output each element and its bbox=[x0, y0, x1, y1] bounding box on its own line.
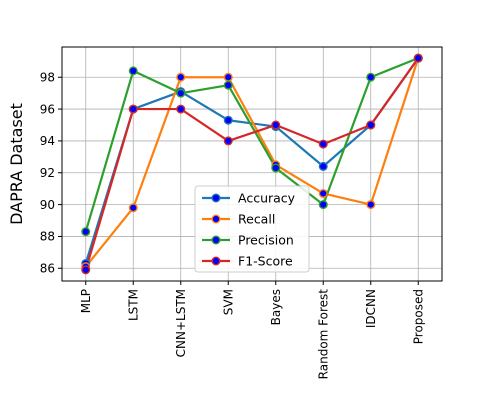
data-point bbox=[271, 163, 281, 173]
series-lines bbox=[84, 57, 420, 271]
data-point bbox=[318, 139, 328, 149]
x-tick-label: LSTM bbox=[126, 289, 140, 321]
series-markers bbox=[81, 53, 423, 275]
data-point bbox=[413, 53, 423, 63]
series-line-0 bbox=[84, 57, 420, 264]
y-tick-label: 88 bbox=[40, 230, 55, 244]
data-point bbox=[128, 203, 138, 213]
y-tick-label: 98 bbox=[40, 71, 55, 85]
data-point bbox=[81, 265, 91, 275]
y-axis: 86 88 90 92 94 96 98 bbox=[40, 71, 62, 276]
legend-label: Recall bbox=[238, 212, 275, 227]
legend-marker bbox=[211, 193, 221, 203]
plot-area-frame bbox=[61, 46, 443, 282]
legend-box bbox=[194, 185, 310, 273]
data-point bbox=[176, 72, 186, 82]
data-point bbox=[271, 120, 281, 130]
y-tick-label: 90 bbox=[40, 198, 55, 212]
data-point bbox=[366, 120, 376, 130]
series-line-3 bbox=[84, 57, 420, 271]
y-tick-label: 86 bbox=[40, 262, 55, 276]
legend-label: Accuracy bbox=[238, 191, 296, 206]
data-point bbox=[366, 72, 376, 82]
data-point bbox=[128, 104, 138, 114]
data-point bbox=[366, 200, 376, 210]
x-tick-label: MLP bbox=[79, 289, 93, 313]
data-point bbox=[176, 88, 186, 98]
legend: Accuracy Recall Precision F1-Score bbox=[194, 185, 310, 273]
x-tick-label: Random Forest bbox=[316, 289, 330, 380]
legend-label: Precision bbox=[238, 233, 294, 248]
data-point bbox=[176, 104, 186, 114]
x-tick-label: SVM bbox=[221, 289, 235, 315]
data-point bbox=[81, 227, 91, 237]
y-tick-label: 96 bbox=[40, 102, 55, 116]
y-axis-title: DAPRA Dataset bbox=[7, 103, 26, 225]
data-point bbox=[318, 161, 328, 171]
data-point bbox=[223, 115, 233, 125]
y-tick-label: 94 bbox=[40, 134, 55, 148]
x-axis: MLP LSTM CNN+LSTM SVM Bayes Random Forest IDCN… bbox=[79, 281, 425, 380]
legend-marker bbox=[211, 256, 221, 266]
legend-marker bbox=[211, 235, 221, 245]
data-point bbox=[223, 80, 233, 90]
legend-marker bbox=[211, 214, 221, 224]
series-line-2 bbox=[84, 57, 419, 232]
y-tick-label: 92 bbox=[40, 166, 55, 180]
series-line-1 bbox=[84, 57, 420, 268]
data-point bbox=[318, 188, 328, 198]
x-tick-label: CNN+LSTM bbox=[174, 289, 188, 357]
legend-label: F1-Score bbox=[238, 254, 293, 269]
data-point bbox=[318, 200, 328, 210]
data-point bbox=[128, 66, 138, 76]
x-tick-label: IDCNN bbox=[364, 289, 378, 328]
data-point bbox=[223, 136, 233, 146]
x-tick-label: Proposed bbox=[411, 289, 425, 344]
x-tick-label: Bayes bbox=[269, 289, 283, 325]
data-point bbox=[223, 72, 233, 82]
